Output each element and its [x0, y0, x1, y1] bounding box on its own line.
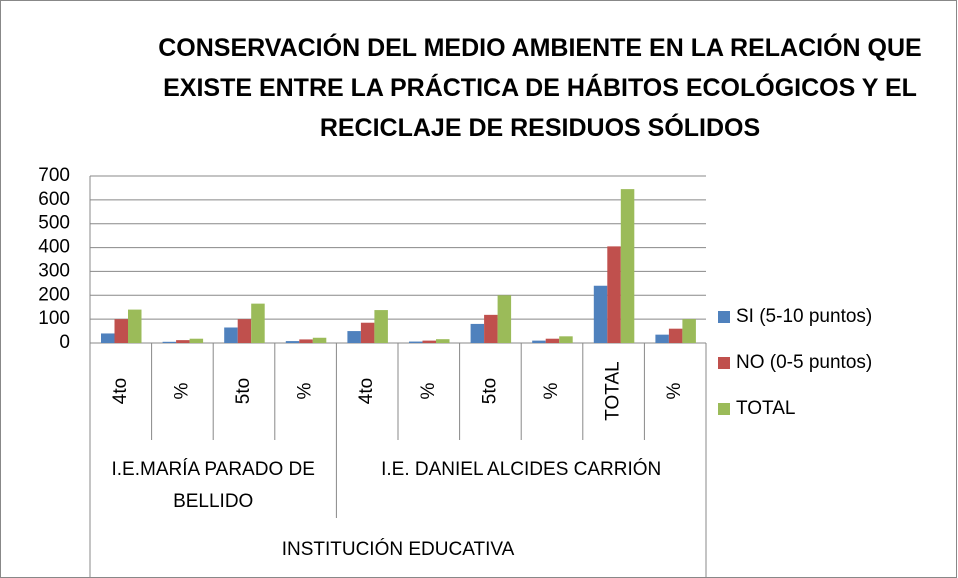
- bar: [176, 340, 190, 343]
- x-tick-label: %: [295, 382, 316, 399]
- bar: [545, 338, 560, 343]
- legend-label: SI (5-10 puntos): [736, 306, 872, 327]
- bar: [299, 339, 313, 343]
- bar: [347, 331, 361, 343]
- y-tick-label: 700: [38, 165, 70, 186]
- x-axis-label: INSTITUCIÓN EDUCATIVA: [282, 538, 515, 560]
- bar: [224, 327, 238, 343]
- bar: [409, 341, 423, 343]
- bar: [559, 336, 573, 343]
- bar: [470, 323, 485, 343]
- x-tick-label: 4to: [110, 378, 131, 404]
- y-tick-label: 200: [38, 284, 70, 305]
- group-label: I.E.MARÍA PARADO DE BELLIDO: [111, 459, 315, 512]
- x-tick-label: 5to: [479, 378, 500, 404]
- y-tick-label: 0: [59, 332, 70, 353]
- y-tick-label: 300: [38, 260, 70, 281]
- legend-label: NO (0-5 puntos): [736, 352, 872, 373]
- bar: [162, 341, 177, 343]
- bar: [668, 328, 683, 343]
- legend-label: TOTAL: [736, 398, 795, 419]
- x-tick-label: %: [171, 382, 192, 399]
- bar: [655, 334, 669, 343]
- x-tick-label: 4to: [356, 378, 377, 404]
- x-tick-label: TOTAL: [603, 361, 624, 420]
- bar: [682, 319, 696, 343]
- bar: [128, 309, 142, 343]
- x-tick-label: %: [418, 382, 439, 399]
- x-tick-label: %: [541, 382, 562, 399]
- y-tick-label: 500: [38, 213, 70, 234]
- bar: [436, 339, 450, 343]
- y-tick-label: 600: [38, 189, 70, 210]
- group-label: I.E. DANIEL ALCIDES CARRIÓN: [381, 459, 662, 480]
- bar: [189, 338, 204, 343]
- bar: [285, 341, 300, 343]
- legend-swatch: [718, 403, 730, 415]
- y-tick-label: 100: [38, 308, 70, 329]
- bar: [360, 322, 375, 343]
- bar: [422, 340, 436, 343]
- bar: [312, 337, 327, 343]
- bar: [607, 246, 621, 343]
- legend-swatch: [718, 311, 730, 323]
- bar: [593, 285, 608, 343]
- bar: [237, 319, 252, 343]
- x-tick-label: %: [664, 382, 685, 399]
- bar: [251, 303, 265, 343]
- y-tick-label: 400: [38, 237, 70, 258]
- bar: [484, 314, 498, 343]
- bar: [620, 189, 635, 343]
- x-tick-label: 5to: [233, 378, 254, 404]
- bar: [101, 333, 115, 343]
- chart-title: CONSERVACIÓN DEL MEDIO AMBIENTE EN LA RE…: [158, 34, 922, 142]
- bar: [374, 310, 388, 343]
- bar: [497, 295, 512, 343]
- bar: [532, 340, 546, 343]
- legend-swatch: [718, 357, 730, 369]
- bar: [114, 319, 128, 343]
